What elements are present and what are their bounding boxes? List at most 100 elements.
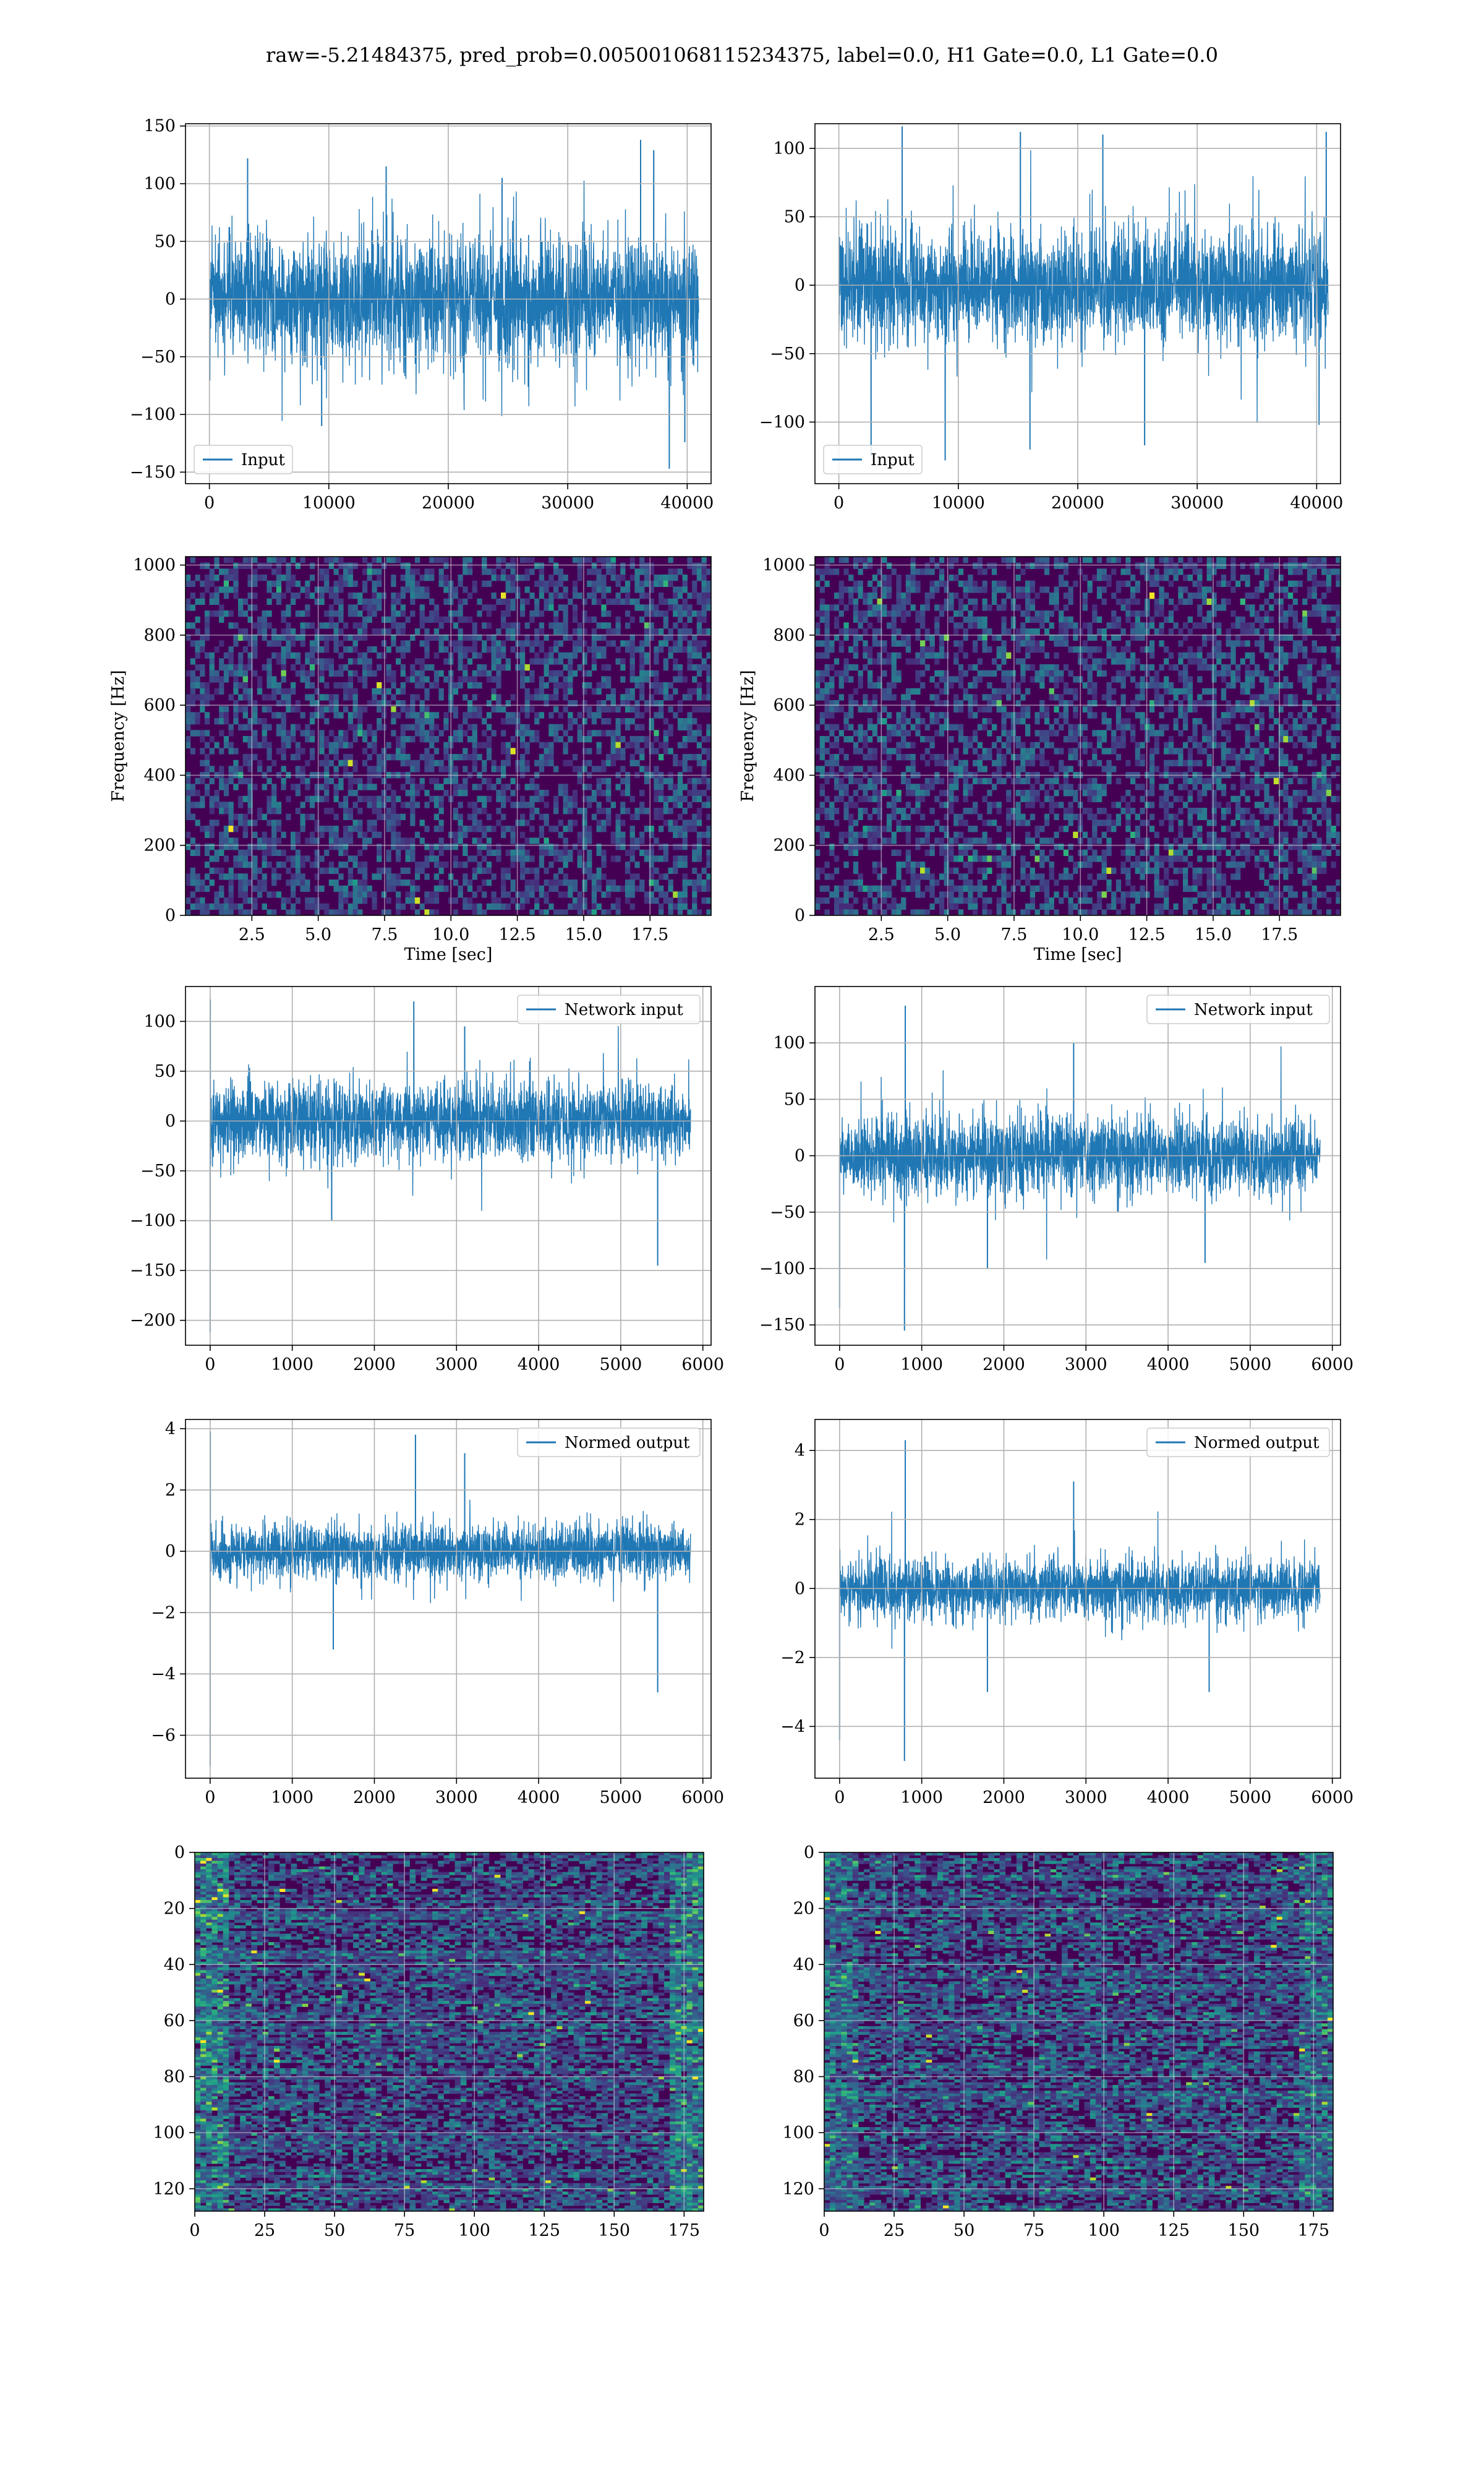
heatmap-cell [410,903,416,910]
heatmap-cell [204,616,210,623]
heatmap-cell [338,885,344,892]
heatmap-cell [1073,694,1078,701]
heatmap-cell [391,682,396,689]
heatmap-cell [644,604,650,611]
heatmap-cell [659,682,664,689]
heatmap-cell [1292,640,1298,647]
heatmap-cell [357,676,363,683]
heatmap-cell [1173,575,1179,581]
heatmap-cell [328,867,335,874]
heatmap-cell [568,795,573,802]
heatmap-cell [242,831,248,838]
heatmap-cell [692,736,697,743]
heatmap-cell [654,575,659,581]
heatmap-cell [1168,706,1174,713]
heatmap-cell [1106,640,1112,647]
heatmap-cell [453,844,458,850]
heatmap-cell [1106,652,1112,659]
heatmap-cell [424,730,430,737]
heatmap-cell [491,760,497,766]
heatmap-cell [291,575,296,581]
heatmap-cell [1140,688,1145,695]
heatmap-cell [838,593,844,599]
heatmap-cell [1173,604,1179,611]
heatmap-cell [400,754,406,761]
heatmap-cell [348,610,353,617]
heatmap-cell [659,873,664,880]
heatmap-cell [1164,676,1169,683]
heatmap-cell [1059,557,1064,563]
heatmap-cell [644,562,650,569]
x-tick-label: 40000 [660,494,714,513]
heatmap-cell [477,706,482,713]
heatmap-cell [338,616,344,623]
heatmap-cell [920,718,926,725]
heatmap-cell [219,837,224,844]
heatmap-cell [706,754,711,761]
heatmap-cell [386,820,391,826]
heatmap-cell [534,885,540,892]
heatmap-cell [1292,610,1298,617]
heatmap-cell [601,682,607,689]
heatmap-cell [659,844,664,850]
heatmap-cell [601,652,607,659]
heatmap-cell [896,652,902,659]
heatmap-cell [482,777,487,784]
heatmap-cell [319,885,325,892]
heatmap-cell [486,754,492,761]
heatmap-cell [281,628,286,635]
heatmap-cell [968,712,973,719]
heatmap-cell [1192,593,1198,599]
heatmap-cell [886,622,892,629]
heatmap-cell [654,766,659,773]
heatmap-cell [491,694,497,701]
heatmap-cell [977,557,983,563]
heatmap-cell [267,658,272,665]
heatmap-cell [606,777,612,784]
heatmap-cell [958,640,964,647]
heatmap-cell [1130,706,1136,713]
heatmap-cell [634,736,640,743]
heatmap-cell [1068,646,1073,653]
heatmap-cell [295,670,301,677]
heatmap-cell [629,670,635,677]
heatmap-cell [848,700,854,707]
heatmap-cell [654,897,659,904]
heatmap-cell [553,844,559,850]
heatmap-cell [352,634,358,641]
heatmap-cell [682,862,688,868]
heatmap-cell [291,784,296,790]
heatmap-cell [186,790,191,797]
heatmap-cell [620,575,626,581]
heatmap-cell [982,718,987,725]
heatmap-cell [958,670,964,677]
heatmap-cell [367,766,372,773]
heatmap-cell [463,568,468,575]
heatmap-cell [977,586,983,593]
heatmap-cell [659,646,664,653]
heatmap-cell [682,844,688,850]
heatmap-cell [305,880,310,886]
heatmap-cell [644,634,650,641]
heatmap-cell [1197,694,1203,701]
heatmap-cell [548,670,554,677]
heatmap-cell [328,909,335,915]
heatmap-cell [1245,724,1250,730]
heatmap-cell [649,844,654,850]
heatmap-cell [953,706,959,713]
heatmap-cell [596,622,602,629]
heatmap-cell [324,586,330,593]
heatmap-cell [1216,640,1222,647]
heatmap-cell [563,795,568,802]
heatmap-cell [659,795,664,802]
heatmap-cell [1297,670,1303,677]
heatmap-cell [973,712,978,719]
heatmap-cell [433,610,440,617]
heatmap-cell [195,598,200,605]
heatmap-cell [291,880,296,886]
heatmap-cell [414,802,420,808]
heatmap-cell [1006,712,1012,719]
heatmap-cell [1183,706,1188,713]
heatmap-cell [558,580,563,587]
heatmap-cell [1336,580,1341,587]
